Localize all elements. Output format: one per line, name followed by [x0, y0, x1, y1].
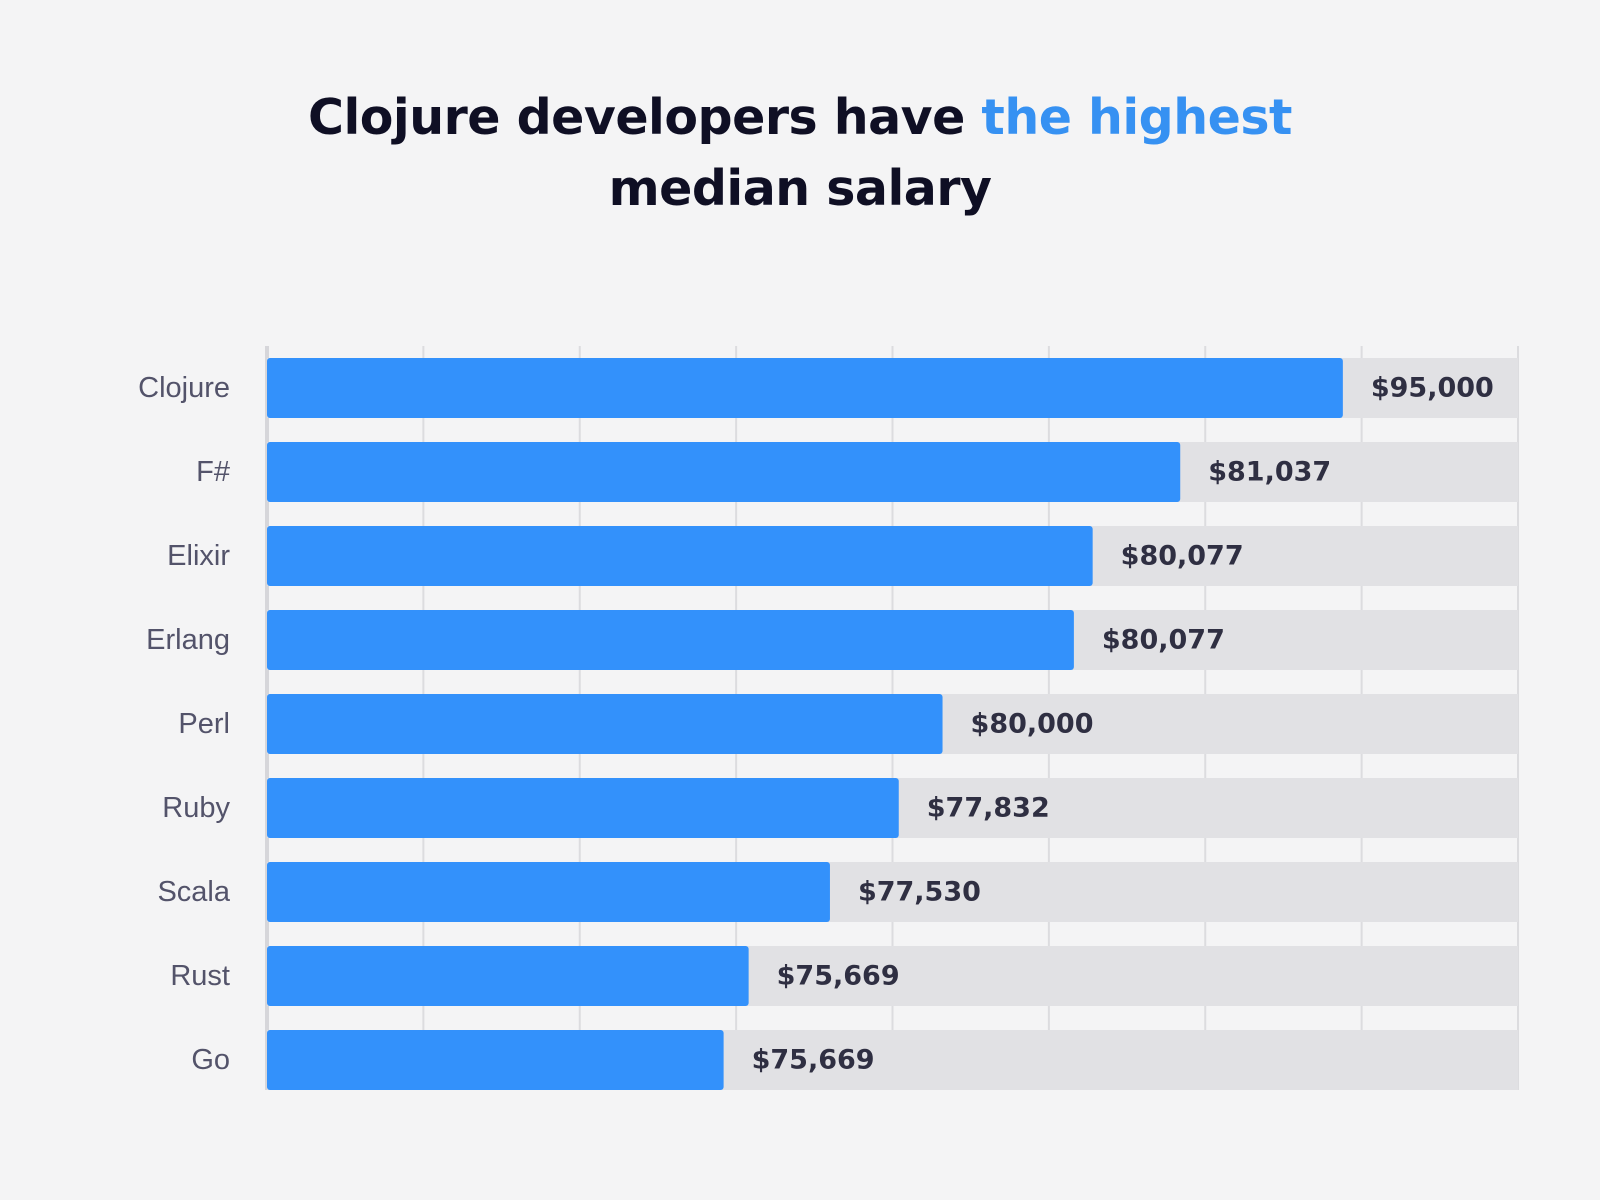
bar-perl: [267, 694, 943, 754]
title-highlight: the highest: [981, 89, 1292, 146]
category-label: Elixir: [167, 540, 230, 572]
labels: Clojure $95,000 F# $81,037 Elixir $80,077 Erla…: [138, 372, 1494, 1076]
category-label: Perl: [178, 708, 230, 740]
bar-erlang: [267, 610, 1074, 670]
category-label: Rust: [170, 960, 230, 992]
bar-f-: [267, 442, 1181, 502]
bar-ruby: [267, 778, 899, 838]
value-label: $95,000: [1371, 373, 1494, 404]
title-part-2: median salary: [608, 160, 992, 217]
value-label: $80,077: [1102, 625, 1225, 656]
bar-go: [267, 1030, 724, 1090]
value-label: $80,000: [971, 709, 1094, 740]
bars: [267, 358, 1343, 1090]
category-label: Scala: [157, 876, 230, 908]
bar-elixir: [267, 526, 1093, 586]
category-label: Go: [191, 1044, 230, 1076]
value-label: $75,669: [752, 1045, 875, 1076]
title-part-1: Clojure developers have: [308, 89, 982, 146]
category-label: Erlang: [146, 624, 230, 656]
value-label: $77,832: [927, 793, 1050, 824]
bar-scala: [267, 862, 830, 922]
chart-title: Clojure developers have the highest medi…: [0, 82, 1600, 224]
bar-rust: [267, 946, 749, 1006]
value-label: $77,530: [858, 877, 981, 908]
category-label: F#: [196, 456, 230, 488]
value-label: $81,037: [1208, 457, 1331, 488]
category-label: Ruby: [162, 792, 230, 824]
value-label: $75,669: [777, 961, 900, 992]
category-label: Clojure: [138, 372, 230, 404]
bar-clojure: [267, 358, 1343, 418]
value-label: $80,077: [1121, 541, 1244, 572]
